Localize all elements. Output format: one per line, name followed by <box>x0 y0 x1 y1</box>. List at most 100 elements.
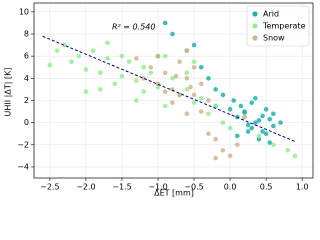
point <box>173 73 179 79</box>
point <box>170 100 175 105</box>
point <box>271 123 276 129</box>
point <box>242 114 247 120</box>
point <box>61 42 67 48</box>
x-tick-label: −0.5 <box>184 183 203 192</box>
x-axis-label: ΔET [mm] <box>154 189 194 198</box>
point <box>90 48 96 53</box>
plot-frame <box>33 2 314 179</box>
y-tick-label: 4 <box>24 74 29 83</box>
legend-marker <box>252 35 258 41</box>
point <box>191 64 197 70</box>
point <box>162 89 168 94</box>
point <box>263 131 269 136</box>
point <box>98 87 103 92</box>
x-tick-label: −2.5 <box>40 183 59 192</box>
point <box>191 92 197 98</box>
point <box>213 87 218 92</box>
point <box>134 98 139 103</box>
point <box>220 92 226 98</box>
y-tick-label: 2 <box>24 96 29 105</box>
y-tick-label: 8 <box>24 30 29 39</box>
point <box>198 109 204 114</box>
point <box>141 89 146 94</box>
point <box>141 76 146 81</box>
point <box>260 113 265 119</box>
point <box>162 70 168 76</box>
point <box>256 133 262 139</box>
point <box>69 59 74 65</box>
point <box>249 125 255 131</box>
point <box>220 120 226 125</box>
point <box>184 76 190 81</box>
x-tick-label: −1.0 <box>148 183 167 192</box>
point <box>278 120 283 125</box>
legend-label: Temperate <box>262 22 306 31</box>
point <box>177 92 182 98</box>
point <box>213 103 218 109</box>
point <box>285 148 291 153</box>
point <box>213 136 218 142</box>
annotation: R² = 0.540 <box>112 23 155 32</box>
point <box>105 56 110 61</box>
point <box>162 103 168 109</box>
point <box>162 20 168 26</box>
point <box>76 53 81 59</box>
legend-marker <box>252 11 258 17</box>
point <box>253 120 258 125</box>
point <box>256 136 262 142</box>
point <box>83 67 89 72</box>
point <box>198 81 204 87</box>
point <box>191 100 197 105</box>
point <box>155 53 161 59</box>
point <box>253 95 258 101</box>
point <box>238 103 244 109</box>
point <box>119 73 125 79</box>
y-tick-label: 10 <box>19 7 29 16</box>
point <box>220 148 226 153</box>
point <box>267 140 273 145</box>
point <box>184 87 190 92</box>
point <box>148 70 154 76</box>
point <box>267 116 273 122</box>
point <box>119 53 125 59</box>
point <box>148 64 154 70</box>
point <box>245 122 251 128</box>
x-tick-label: 0.5 <box>260 183 273 192</box>
chart: R² = 0.540 ΔET [mm] UHII |ΔT| [K] −2.5 −2… <box>4 2 314 198</box>
point <box>134 78 139 83</box>
point <box>170 31 175 37</box>
point <box>263 107 269 112</box>
point <box>54 48 60 53</box>
point <box>227 107 233 112</box>
point <box>141 64 146 70</box>
point <box>191 42 197 48</box>
point <box>235 133 240 139</box>
x-tick-label: −2.0 <box>76 183 95 192</box>
legend-label: Snow <box>263 34 285 43</box>
point <box>198 64 204 70</box>
point <box>235 142 240 148</box>
legend-marker <box>252 23 258 29</box>
point <box>242 110 247 115</box>
point <box>256 118 262 123</box>
point <box>47 62 53 68</box>
legend-label: Arid <box>263 10 279 19</box>
y-tick-label: −4 <box>17 162 29 171</box>
point <box>227 153 233 159</box>
point <box>188 84 193 90</box>
x-tick-label: −1.5 <box>112 183 131 192</box>
point <box>162 53 168 59</box>
point <box>177 59 182 65</box>
point <box>206 98 211 103</box>
x-tick-label: 1.0 <box>296 183 309 192</box>
point <box>105 40 110 46</box>
points <box>47 20 298 161</box>
point <box>260 129 265 134</box>
point <box>206 111 211 117</box>
point <box>126 59 132 65</box>
point <box>98 70 103 76</box>
point <box>184 48 190 53</box>
point <box>213 155 218 161</box>
point <box>206 76 211 81</box>
point <box>249 100 255 105</box>
